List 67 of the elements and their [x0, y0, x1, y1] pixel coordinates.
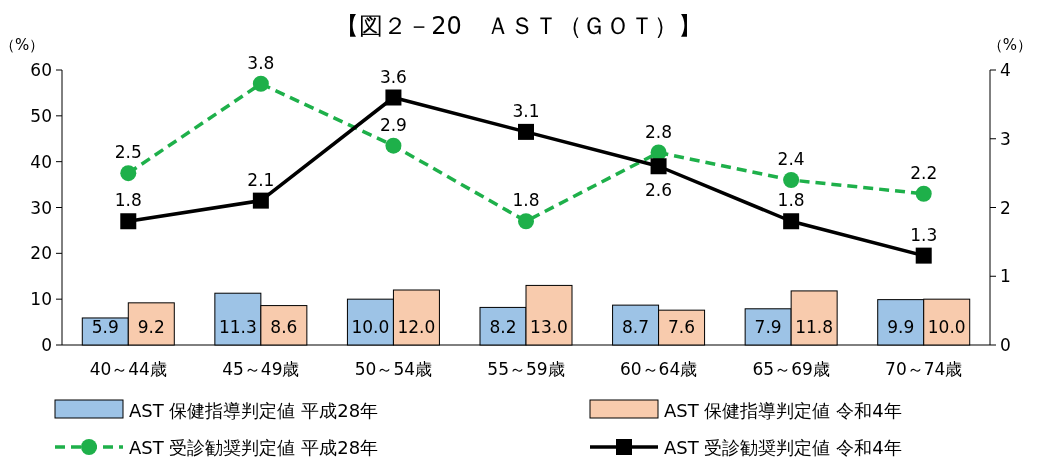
- data-label: 11.3: [218, 317, 257, 337]
- data-label: 2.9: [379, 114, 407, 135]
- x-tick-label: 70～74歳: [885, 359, 963, 379]
- data-label: 2.2: [910, 162, 938, 183]
- data-label: 11.8: [795, 317, 834, 337]
- y-axis-title: （%）: [0, 36, 45, 54]
- data-label: 1.8: [114, 190, 142, 211]
- x-tick-label: 40～44歳: [89, 359, 167, 379]
- y2-tick-label: 0: [1000, 335, 1011, 355]
- data-label: 9.2: [137, 317, 165, 337]
- data-label: 10.0: [927, 317, 966, 337]
- point: [385, 89, 402, 106]
- data-label: 7.6: [668, 317, 696, 337]
- data-label: 7.9: [754, 317, 782, 337]
- point: [120, 165, 137, 182]
- legend-label: AST 受診勧奨判定値 平成28年: [129, 437, 379, 458]
- x-tick-label: 50～54歳: [354, 359, 433, 379]
- data-label: 3.8: [247, 52, 275, 73]
- x-tick-label: 60～64歳: [619, 359, 698, 379]
- y-tick-label: 0: [41, 335, 52, 355]
- y2-axis-title: （%）: [987, 36, 1033, 54]
- data-label: 1.3: [910, 224, 938, 245]
- data-label: 2.6: [645, 180, 673, 201]
- data-label: 8.7: [622, 317, 650, 337]
- y-tick-label: 40: [30, 151, 52, 172]
- point: [650, 158, 667, 175]
- legend-label: AST 保健指導判定値 令和4年: [664, 400, 902, 421]
- data-label: 9.9: [887, 317, 915, 337]
- point: [252, 75, 269, 92]
- point: [385, 137, 402, 154]
- x-tick-label: 65～69歳: [752, 359, 830, 379]
- y2-tick-label: 3: [1000, 128, 1011, 149]
- data-label: 3.6: [379, 66, 407, 87]
- point: [783, 172, 800, 188]
- x-tick-label: 55～59歳: [487, 359, 565, 379]
- x-tick-label: 45～49歳: [222, 359, 300, 379]
- data-label: 2.8: [645, 121, 673, 142]
- y-tick-label: 20: [30, 243, 52, 264]
- data-label: 8.2: [489, 317, 517, 337]
- data-label: 13.0: [530, 317, 568, 337]
- legend-label: AST 受診勧奨判定値 令和4年: [664, 437, 902, 458]
- y-tick-label: 50: [30, 105, 52, 126]
- data-label: 10.0: [351, 317, 390, 337]
- y-tick-label: 10: [30, 289, 52, 310]
- y-tick-label: 30: [30, 197, 52, 218]
- y-tick-label: 60: [30, 60, 52, 80]
- point: [120, 213, 137, 230]
- data-label: 2.4: [777, 149, 805, 169]
- data-label: 5.9: [91, 317, 119, 337]
- legend-label: AST 保健指導判定値 平成28年: [129, 400, 379, 421]
- point: [783, 213, 800, 230]
- data-label: 1.8: [777, 190, 805, 211]
- point: [518, 213, 534, 230]
- y2-tick-label: 4: [1000, 60, 1011, 80]
- data-label: 2.1: [247, 169, 275, 190]
- y2-tick-label: 1: [1000, 266, 1011, 287]
- point: [518, 123, 534, 140]
- data-label: 12.0: [397, 317, 436, 337]
- y2-tick-label: 2: [1000, 197, 1011, 218]
- point: [915, 247, 932, 264]
- data-label: 2.5: [114, 142, 142, 163]
- point: [915, 185, 932, 202]
- data-label: 1.8: [512, 190, 540, 211]
- point: [252, 192, 269, 209]
- data-label: 3.1: [512, 100, 540, 121]
- chart-title: 【図２－20 ＡＳＴ（ＧＯＴ）】: [335, 12, 702, 40]
- data-label: 8.6: [270, 317, 298, 337]
